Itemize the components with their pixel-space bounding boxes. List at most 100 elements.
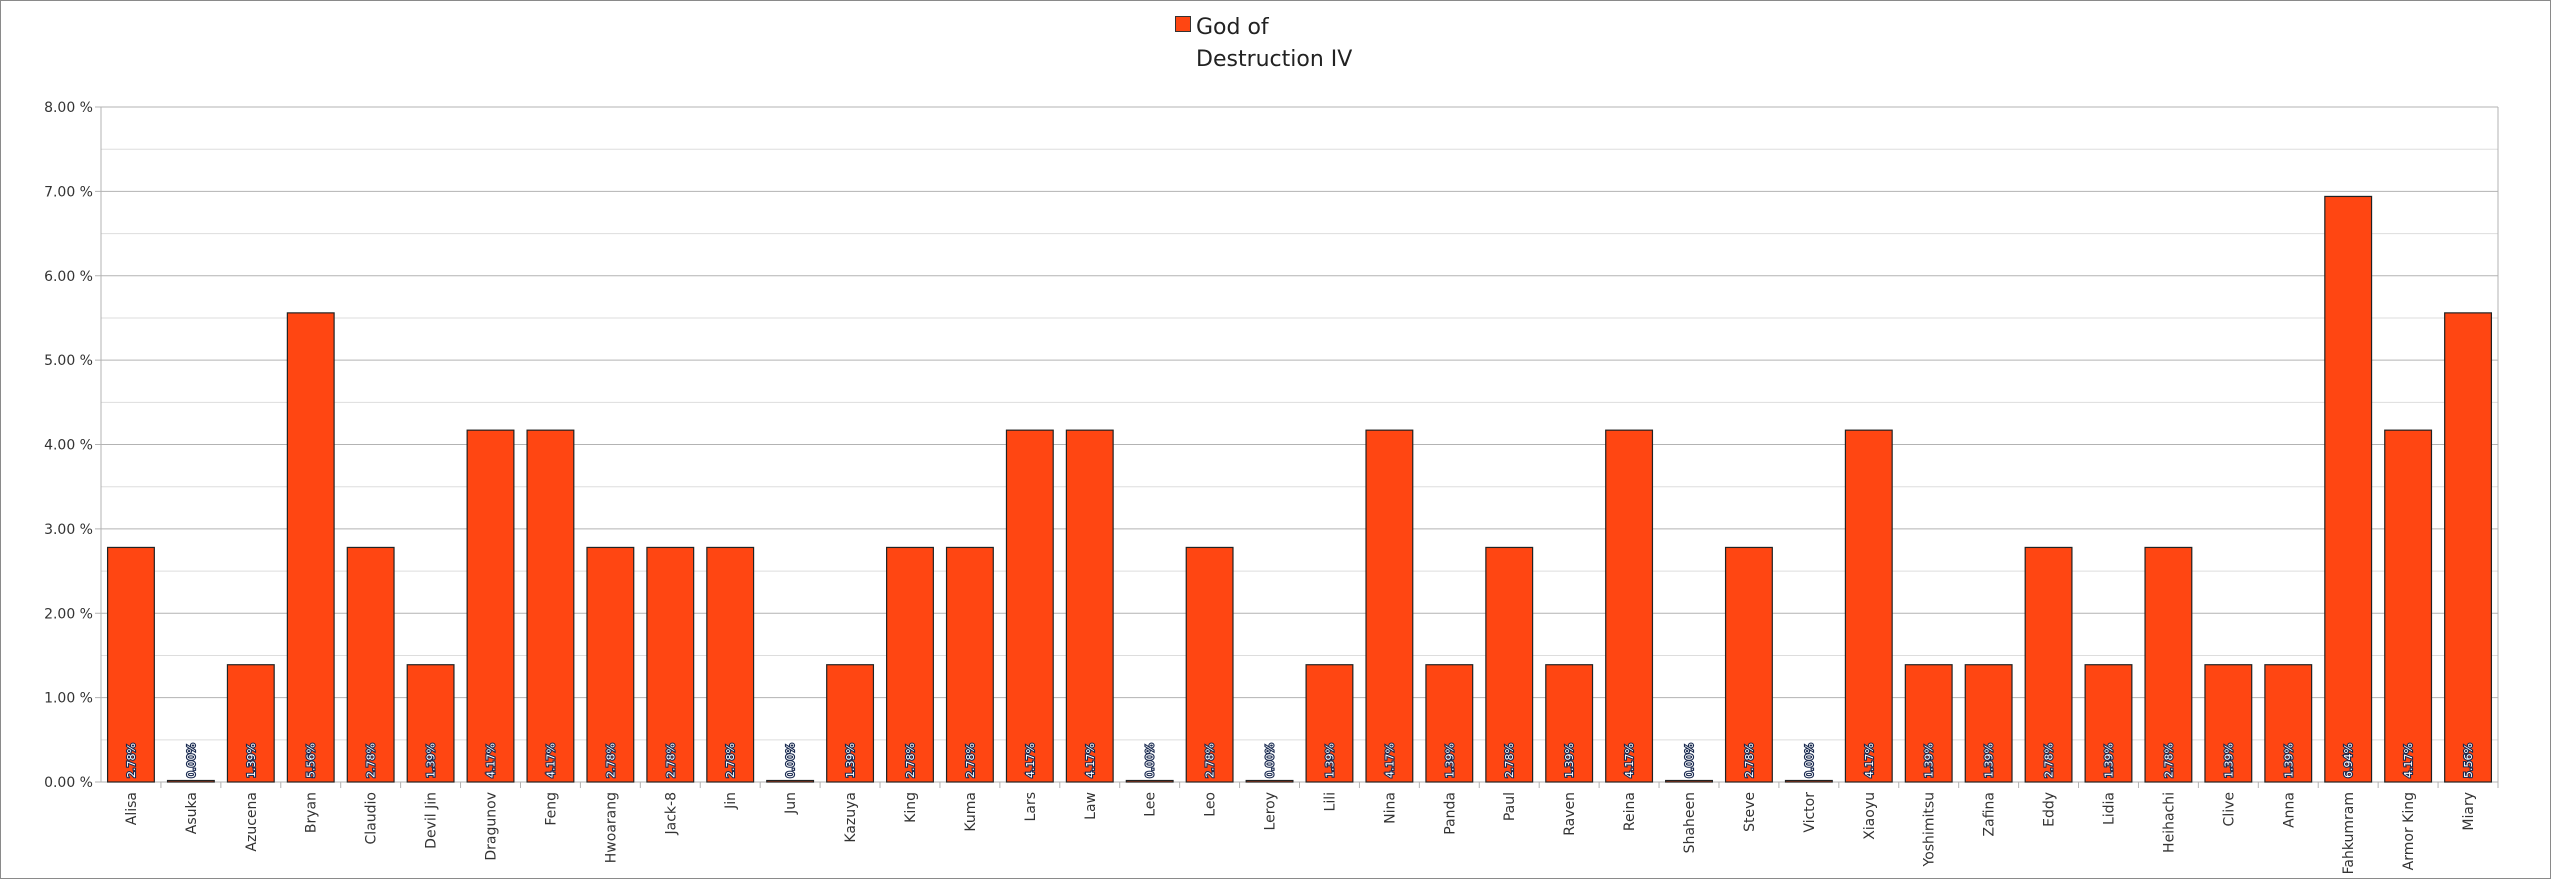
data-label: 0.00% <box>1264 743 1277 778</box>
bar <box>226 664 275 783</box>
bar <box>586 546 635 783</box>
category-label: Hwoarang <box>603 792 619 863</box>
category-label: Nina <box>1382 792 1398 824</box>
bar <box>1545 664 1594 783</box>
category-label: Raven <box>1562 792 1578 836</box>
y-tick-label: 8.00 % <box>44 100 93 116</box>
y-tick-label: 0.00 % <box>44 775 93 791</box>
category-label: Claudio <box>364 792 380 844</box>
bar <box>166 779 215 783</box>
data-label: 2.78% <box>604 743 617 778</box>
category-label: Victor <box>1802 792 1818 833</box>
bar <box>886 546 934 783</box>
bar <box>346 546 395 783</box>
data-label: 2.78% <box>664 743 677 778</box>
category-label: Kazuya <box>843 792 859 843</box>
data-label: 0.00% <box>1683 743 1696 778</box>
bar <box>2144 546 2193 783</box>
category-label: Alisa <box>124 792 140 825</box>
data-label: 0.00% <box>1144 743 1157 778</box>
y-tick-label: 6.00 % <box>44 269 93 285</box>
category-label: Jun <box>783 792 799 815</box>
bar <box>526 429 575 783</box>
bar <box>1904 664 1953 783</box>
legend-swatch <box>1175 16 1191 32</box>
data-label: 2.78% <box>964 743 977 778</box>
y-tick-label: 2.00 % <box>44 606 93 622</box>
y-tick-label: 4.00 % <box>44 438 93 454</box>
data-label: 2.78% <box>1743 743 1756 778</box>
category-label: Eddy <box>2042 792 2058 827</box>
category-label: Steve <box>1742 792 1758 832</box>
bar <box>1065 429 1114 783</box>
category-label: Leo <box>1203 792 1219 817</box>
bar <box>1125 779 1174 783</box>
data-label: 2.78% <box>724 743 737 778</box>
data-label: 1.39% <box>2222 743 2235 778</box>
chart-legend: God of Destruction IV <box>1175 12 1386 76</box>
category-label: Paul <box>1502 792 1518 821</box>
category-label: King <box>903 792 919 823</box>
bar <box>766 779 815 783</box>
data-label: 5.56% <box>305 743 318 778</box>
data-label: 4.17% <box>544 743 557 778</box>
data-label: 1.39% <box>245 743 258 778</box>
bar <box>1425 664 1474 783</box>
category-label: Devil Jin <box>424 792 440 849</box>
data-label: 2.78% <box>365 743 378 778</box>
category-label: Miary <box>2461 792 2477 831</box>
bar <box>826 664 875 783</box>
data-label: 2.78% <box>2162 743 2175 778</box>
data-label: 0.00% <box>784 743 797 778</box>
bar <box>2324 195 2373 783</box>
category-label: Xiaoyu <box>1862 792 1878 840</box>
bar <box>2084 664 2133 783</box>
data-label: 4.17% <box>1084 743 1097 778</box>
bar <box>1005 429 1054 783</box>
category-label: Reina <box>1622 792 1638 831</box>
category-label: Azucena <box>244 792 260 852</box>
data-label: 1.39% <box>1983 743 1996 778</box>
data-label: 2.78% <box>2043 743 2056 778</box>
data-label: 1.39% <box>2282 743 2295 778</box>
bar <box>286 312 335 783</box>
bar <box>1245 779 1294 783</box>
bar <box>1305 664 1354 783</box>
data-label: 0.00% <box>1803 743 1816 778</box>
category-label: Shaheen <box>1682 792 1698 853</box>
bar <box>945 546 994 783</box>
bar <box>466 429 515 783</box>
category-label: Lee <box>1143 792 1159 817</box>
category-label: Clive <box>2221 792 2237 826</box>
category-label: Armor King <box>2401 792 2417 870</box>
data-label: 4.17% <box>1863 743 1876 778</box>
category-label: Lili <box>1322 792 1338 811</box>
bar <box>1605 429 1654 783</box>
bar <box>406 664 455 783</box>
data-label: 1.39% <box>1323 743 1336 778</box>
bar <box>706 546 755 783</box>
data-label: 2.78% <box>1204 743 1217 778</box>
data-label: 1.39% <box>1443 743 1456 778</box>
data-label: 4.17% <box>2402 743 2415 778</box>
data-label: 0.00% <box>185 743 198 778</box>
category-label: Feng <box>543 792 559 826</box>
category-label: Jin <box>723 792 739 810</box>
category-label: Kuma <box>963 792 979 832</box>
category-label: Zafina <box>1982 792 1998 836</box>
bar <box>1724 546 1773 783</box>
category-label: Lars <box>1023 792 1039 821</box>
data-label: 2.78% <box>904 743 917 778</box>
category-label: Law <box>1083 792 1099 820</box>
data-label: 2.78% <box>125 743 138 778</box>
category-label: Heihachi <box>2161 792 2177 853</box>
bar <box>2264 664 2313 783</box>
bar <box>1185 546 1234 783</box>
legend-label: God of Destruction IV <box>1196 15 1353 72</box>
category-label: Leroy <box>1263 792 1279 830</box>
category-label: Dragunov <box>484 792 500 861</box>
category-label: Lidia <box>2101 792 2117 825</box>
bar <box>1784 779 1833 783</box>
data-label: 4.17% <box>1383 743 1396 778</box>
